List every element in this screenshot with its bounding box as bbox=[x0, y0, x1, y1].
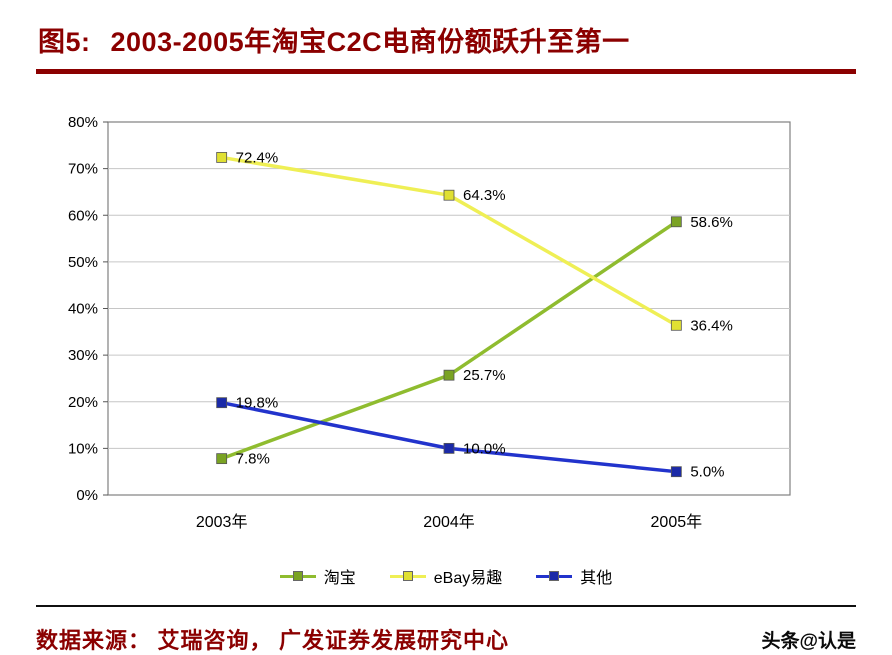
y-tick-label: 40% bbox=[68, 301, 98, 318]
y-tick-label: 20% bbox=[68, 394, 98, 411]
legend-marker-icon bbox=[389, 570, 426, 582]
data-point bbox=[670, 216, 682, 228]
y-tick-label: 50% bbox=[68, 254, 98, 271]
y-tick-label: 60% bbox=[68, 207, 98, 224]
chart-area: 0% 10% 20% 30% 40% 50% 60% 70% 80% 2003年 2004年 2005… bbox=[36, 104, 856, 589]
legend-item: eBay易趣 bbox=[389, 564, 503, 588]
data-point bbox=[216, 397, 228, 409]
chart-legend: 淘宝 eBay易趣 其他 bbox=[36, 563, 856, 589]
y-tick-label: 0% bbox=[76, 487, 98, 504]
data-point bbox=[216, 152, 228, 163]
legend-item: 其他 bbox=[536, 564, 612, 588]
data-point bbox=[443, 189, 455, 201]
data-point bbox=[216, 453, 228, 465]
data-label: 19.8% bbox=[236, 395, 279, 412]
legend-label: eBay易趣 bbox=[433, 570, 503, 587]
data-label: 5.0% bbox=[690, 464, 724, 481]
x-tick-label: 2003年 bbox=[196, 513, 248, 531]
legend-item: 淘宝 bbox=[279, 564, 356, 588]
x-tick-label: 2005年 bbox=[651, 513, 703, 531]
legend-label: 其他 bbox=[580, 570, 613, 587]
figure-title: 2003-2005年淘宝C2C电商份额跃升至第一 bbox=[110, 27, 630, 57]
line-chart-svg: 0% 10% 20% 30% 40% 50% 60% 70% 80% 2003年 2004年 2005… bbox=[68, 114, 791, 531]
y-tick-label: 10% bbox=[68, 440, 98, 457]
data-label: 72.4% bbox=[236, 149, 279, 166]
legend-label: 淘宝 bbox=[323, 570, 356, 587]
y-tick-label: 70% bbox=[68, 161, 98, 178]
watermark-text: 头条@认是 bbox=[761, 630, 856, 652]
data-label: 58.6% bbox=[690, 214, 733, 231]
footer: 数据来源： 艾瑞咨询， 广发证券发展研究中心 头条@认是 bbox=[36, 607, 856, 655]
data-point bbox=[670, 319, 682, 331]
data-label: 10.0% bbox=[463, 440, 506, 457]
data-point bbox=[670, 466, 682, 478]
data-label: 25.7% bbox=[463, 367, 506, 384]
figure-title-row: 图5: 2003-2005年淘宝C2C电商份额跃升至第一 bbox=[36, 16, 856, 69]
data-point bbox=[443, 442, 455, 454]
y-tick-label: 80% bbox=[68, 114, 98, 131]
x-tick-label: 2004年 bbox=[423, 513, 475, 531]
legend-marker-icon bbox=[279, 570, 316, 582]
legend-marker-icon bbox=[536, 570, 573, 582]
data-label: 36.4% bbox=[690, 317, 733, 334]
figure-label: 图5: bbox=[38, 27, 91, 57]
data-point bbox=[443, 369, 455, 381]
footer-divider bbox=[36, 605, 856, 607]
data-label: 7.8% bbox=[236, 451, 270, 468]
data-label: 64.3% bbox=[463, 187, 506, 204]
y-tick-label: 30% bbox=[68, 347, 98, 364]
title-underline bbox=[36, 69, 856, 74]
data-source-text: 数据来源： 艾瑞咨询， 广发证券发展研究中心 bbox=[36, 628, 510, 653]
